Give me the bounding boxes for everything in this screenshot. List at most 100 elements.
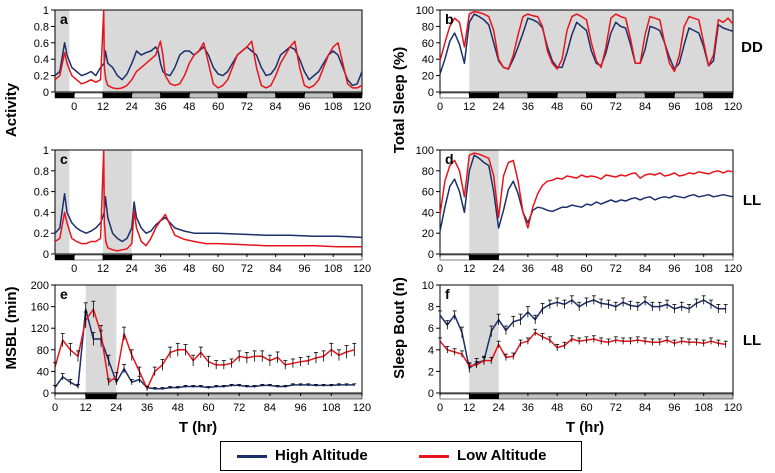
plot-frame-c (54, 149, 363, 255)
legend-low-label: Low Altitude (457, 447, 547, 464)
x-tick-label-c-3: 36 (154, 263, 166, 275)
panel-a: 0 0.2 0.4 0.6 0.8 1 0 12 24 36 48 60 72 84 96 108 120 a (34, 5, 371, 113)
light-bar-b-6 (615, 92, 646, 99)
x-tick-label-d-0: 0 (437, 263, 443, 275)
x-tick-label-e-7: 84 (264, 402, 276, 414)
x-tick-label-c-2: 24 (126, 263, 138, 275)
x-tick-label-f-6: 72 (610, 402, 622, 414)
x-tick-label-b-1: 12 (463, 101, 475, 113)
light-bar-c-0 (54, 254, 75, 261)
y-tick-label-b-4: 80 (422, 21, 434, 33)
series-high-e (54, 308, 355, 390)
x-tick-label-d-8: 96 (668, 263, 680, 275)
panel-d: 0 20 40 60 80 100 0 12 24 36 48 60 72 84 96 108 120 d (416, 145, 743, 275)
light-bar-a-4 (160, 92, 190, 99)
x-tick-label-b-2: 24 (492, 101, 504, 113)
x-tick-label-c-10: 120 (353, 263, 371, 275)
series-high-b (439, 13, 734, 75)
x-tick-label-c-9: 108 (324, 263, 342, 275)
y-tick-label-b-5: 100 (416, 5, 434, 17)
light-bar-a-9 (304, 92, 334, 99)
x-tick-label-a-0: 0 (71, 101, 77, 113)
y-tick-label-d-3: 60 (422, 187, 434, 199)
x-tick-label-c-4: 48 (183, 263, 195, 275)
x-tick-label-a-1: 12 (97, 101, 109, 113)
light-bar-d-1 (469, 254, 499, 261)
legend-low-swatch (419, 455, 449, 458)
light-bar-b-2 (498, 92, 529, 99)
light-bar-a-7 (246, 92, 276, 99)
x-tick-label-f-7: 84 (639, 402, 651, 414)
series-low-c (54, 149, 362, 252)
x-tick-label-e-5: 60 (202, 402, 214, 414)
panel-label-c: c (60, 151, 68, 167)
x-tick-label-f-3: 36 (522, 402, 534, 414)
x-tick-label-e-10: 120 (353, 402, 371, 414)
y-tick-label-e-5: 200 (31, 280, 49, 292)
light-bar-a-1 (73, 92, 104, 99)
x-tick-label-b-9: 108 (695, 101, 713, 113)
y-tick-label-d-2: 40 (422, 207, 434, 219)
light-bar-b-4 (556, 92, 587, 99)
light-bar-f-0 (439, 393, 470, 400)
y-tick-label-a-2: 0.4 (34, 54, 49, 66)
y-tick-label-a-4: 0.8 (34, 21, 49, 33)
shade-c-1 (102, 150, 132, 254)
x-tick-label-b-5: 60 (580, 101, 592, 113)
x-tick-label-e-2: 24 (110, 402, 122, 414)
legend: High Altitude Low Altitude (220, 441, 582, 471)
x-axis-label-right: T (hr) (566, 419, 604, 436)
x-tick-label-a-8: 96 (298, 101, 310, 113)
x-tick-label-e-8: 96 (294, 402, 306, 414)
x-tick-label-f-10: 120 (724, 402, 742, 414)
light-bar-a-5 (189, 92, 219, 99)
x-tick-label-b-7: 84 (639, 101, 651, 113)
y-tick-label-a-1: 0.2 (34, 71, 49, 83)
y-tick-label-c-0: 0 (43, 249, 49, 261)
x-tick-label-f-8: 96 (668, 402, 680, 414)
x-tick-label-a-3: 36 (154, 101, 166, 113)
y-tick-label-d-4: 80 (422, 166, 434, 178)
shade-c-0 (55, 150, 70, 254)
x-tick-label-b-4: 48 (551, 101, 563, 113)
y-tick-label-b-2: 40 (422, 54, 434, 66)
y-tick-label-a-0: 0 (43, 87, 49, 99)
x-tick-label-b-10: 120 (724, 101, 742, 113)
y-tick-label-b-3: 60 (422, 38, 434, 50)
x-tick-label-f-5: 60 (580, 402, 592, 414)
total-sleep-axis-label: Total Sleep (%) (391, 47, 408, 153)
y-tick-label-f-0: 0 (428, 388, 434, 400)
light-bar-f-1 (469, 393, 499, 400)
x-tick-label-a-2: 24 (126, 101, 138, 113)
x-tick-label-d-7: 84 (639, 263, 651, 275)
y-tick-label-d-1: 20 (422, 228, 434, 240)
series-low-d (439, 152, 734, 229)
series-high-c (54, 192, 363, 243)
activity-axis-label: Activity (3, 82, 20, 137)
x-tick-label-c-5: 60 (212, 263, 224, 275)
light-bar-a-8 (275, 92, 305, 99)
x-tick-label-c-8: 96 (298, 263, 310, 275)
x-tick-label-f-1: 12 (463, 402, 475, 414)
light-bar-e-1 (85, 393, 117, 400)
x-tick-label-e-6: 72 (233, 402, 245, 414)
y-tick-label-e-4: 160 (31, 302, 49, 314)
y-tick-label-c-3: 0.6 (34, 187, 49, 199)
x-tick-label-f-2: 24 (492, 402, 504, 414)
light-bar-a-0 (54, 92, 75, 99)
panel-label-d: d (445, 151, 454, 167)
y-tick-label-c-5: 1 (43, 145, 49, 157)
y-tick-label-c-2: 0.4 (34, 207, 49, 219)
y-tick-label-d-0: 0 (428, 249, 434, 261)
y-tick-label-f-2: 4 (428, 345, 434, 357)
x-tick-label-e-0: 0 (52, 402, 58, 414)
y-tick-label-e-1: 40 (37, 366, 49, 378)
x-tick-label-d-4: 48 (551, 263, 563, 275)
x-tick-label-a-5: 60 (212, 101, 224, 113)
x-tick-label-b-0: 0 (437, 101, 443, 113)
shade-b-0 (469, 10, 733, 92)
series-low-e (54, 308, 355, 390)
x-tick-label-c-0: 0 (71, 263, 77, 275)
light-bar-b-0 (439, 92, 470, 99)
